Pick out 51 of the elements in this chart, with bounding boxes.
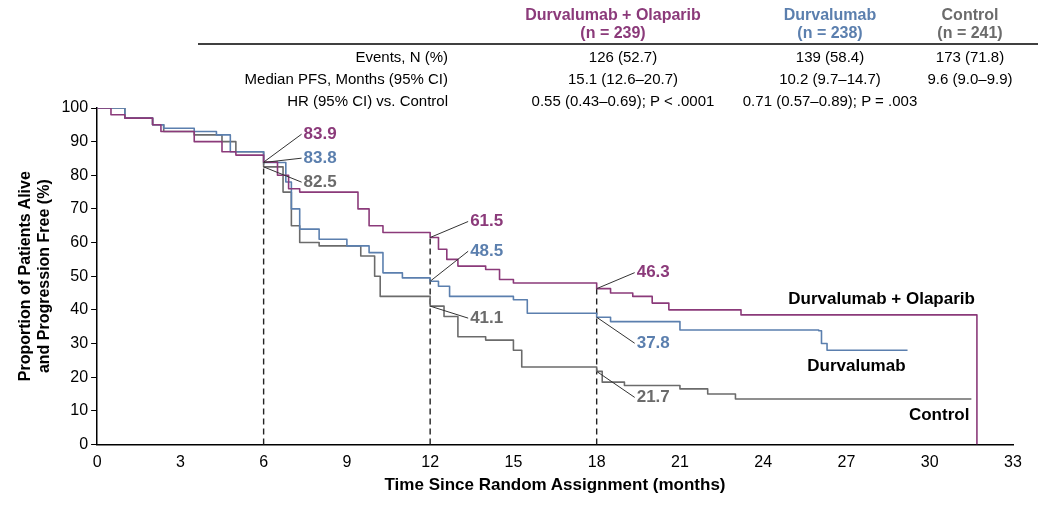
y-tick-label: 60	[70, 232, 89, 250]
text: Median PFS, Months (95% CI)	[244, 70, 448, 88]
y-tick-label: 100	[61, 98, 89, 116]
y-tick-label: 20	[70, 367, 89, 385]
series-label: Durvalumab + Olaparib	[788, 288, 975, 308]
y-tick-label: 80	[70, 165, 89, 183]
annotation: 0.71 (0.57–0.89); P = .003	[742, 92, 918, 110]
text: Durvalumab + Olaparib (n = 239)	[525, 6, 702, 42]
series-label: Durvalumab	[807, 355, 906, 375]
text: Durvalumab (n = 238)	[783, 6, 877, 42]
text: 10.2 (9.7–14.7)	[779, 70, 881, 88]
x-tick-label: 30	[920, 453, 939, 471]
text: 139 (58.4)	[795, 48, 865, 66]
annotation: 82.5	[303, 171, 337, 191]
text: 15.1 (12.6–20.7)	[567, 70, 679, 88]
y-tick-label: 40	[70, 300, 89, 318]
annotation: 0.55 (0.43–0.69); P < .0001	[531, 92, 715, 110]
y-tick-label: 70	[70, 199, 89, 217]
text: 173 (71.8)	[935, 48, 1005, 66]
x-tick-label: 24	[754, 453, 773, 471]
text: Events, N (%)	[355, 48, 448, 66]
annotation: 37.8	[636, 332, 670, 352]
x-tick-label: 3	[175, 453, 185, 471]
y-tick-label: 30	[70, 333, 89, 351]
x-tick-label: 21	[671, 453, 689, 471]
x-tick-label: 33	[1004, 453, 1022, 471]
x-tick-label: 15	[504, 453, 523, 471]
x-axis-title: Time Since Random Assignment (months)	[384, 475, 726, 495]
series-label: Control	[908, 404, 970, 424]
annotation: 83.8	[303, 147, 337, 167]
annotation: HR (95% CI) vs. Control	[287, 92, 448, 110]
annotation: 61.5	[470, 211, 504, 231]
x-tick-label: 9	[342, 453, 352, 471]
annotation: 83.9	[303, 123, 337, 143]
annotation: 41.1	[470, 307, 504, 327]
x-tick-label: 0	[92, 453, 102, 471]
text: Control (n = 241)	[937, 6, 1003, 42]
x-tick-label: 6	[259, 453, 269, 471]
y-axis-title: Proportion of Patients Alive and Progression Free (%)	[16, 171, 53, 382]
annotation: 48.5	[470, 240, 504, 260]
text: 9.6 (9.0–9.9)	[927, 70, 1013, 88]
y-tick-label: 10	[70, 401, 89, 419]
y-tick-label: 0	[79, 434, 89, 452]
x-tick-label: 27	[837, 453, 856, 471]
x-tick-label: 18	[587, 453, 606, 471]
annotation: 46.3	[636, 262, 670, 282]
y-tick-label: 90	[70, 132, 89, 150]
annotation: 21.7	[636, 387, 670, 407]
y-tick-label: 50	[70, 266, 89, 284]
x-tick-label: 12	[421, 453, 440, 471]
text: 126 (52.7)	[588, 48, 658, 66]
